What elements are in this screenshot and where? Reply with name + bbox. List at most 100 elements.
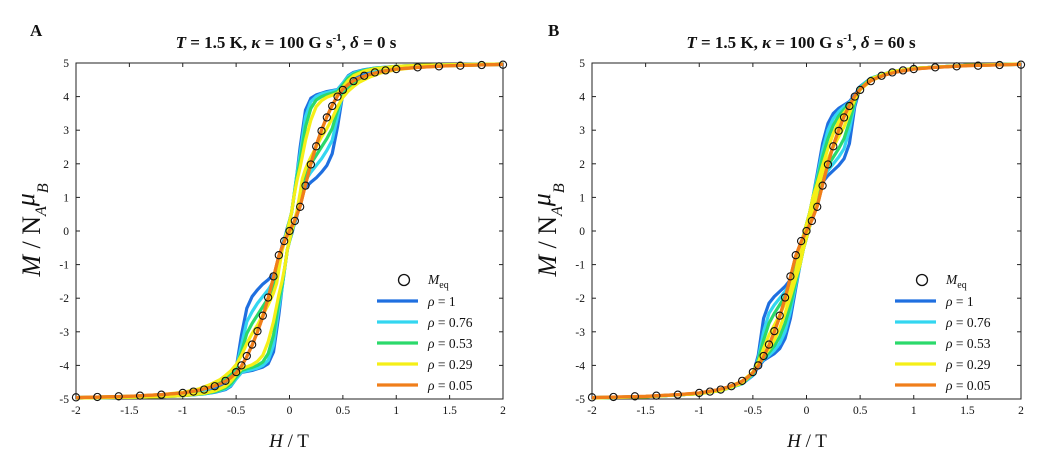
meq-markers bbox=[587, 60, 1026, 402]
meq-point bbox=[338, 85, 348, 95]
meq-point bbox=[855, 85, 865, 95]
x-axis-label: H / T bbox=[268, 431, 309, 452]
meq-point bbox=[157, 390, 166, 399]
meq-point bbox=[673, 390, 682, 399]
meq-point bbox=[909, 64, 918, 74]
meq-point bbox=[301, 181, 310, 190]
meq-point bbox=[381, 66, 390, 75]
meq-point bbox=[178, 388, 187, 398]
y-tick-label: -4 bbox=[575, 360, 585, 372]
x-tick-label: 1 bbox=[911, 405, 917, 417]
meq-point bbox=[716, 385, 725, 394]
meq-point bbox=[877, 71, 886, 80]
panel-title: T = 1.5 K, κ = 100 G s-1, δ = 0 s bbox=[176, 32, 397, 52]
y-tick-label: 2 bbox=[63, 159, 69, 171]
series-0-29-up-sweep bbox=[76, 62, 503, 400]
x-tick-label: 0.5 bbox=[853, 405, 868, 417]
meq-point bbox=[210, 382, 219, 391]
meq-point bbox=[866, 76, 875, 86]
meq-point bbox=[695, 388, 704, 398]
x-tick-label: -2 bbox=[71, 405, 81, 417]
legend: Meq ρ = 1 ρ = 0.76 ρ = 0.53 ρ = 0.29 ρ =… bbox=[895, 272, 991, 393]
x-tick-label: 2 bbox=[500, 405, 506, 417]
legend-meq-marker bbox=[397, 273, 411, 287]
meq-point bbox=[263, 293, 273, 302]
meq-point bbox=[775, 311, 784, 320]
x-tick-label: -2 bbox=[587, 405, 597, 417]
meq-point bbox=[413, 63, 422, 72]
meq-point bbox=[888, 68, 897, 77]
legend: Meq ρ = 1 ρ = 0.76 ρ = 0.53 ρ = 0.29 ρ =… bbox=[377, 272, 473, 393]
legend-label-rho-1: ρ = 1 bbox=[945, 294, 974, 309]
meq-point bbox=[727, 382, 736, 391]
meq-point bbox=[199, 385, 209, 394]
meq-point bbox=[796, 236, 806, 246]
x-tick-label: -1 bbox=[178, 405, 188, 417]
x-tick-label: -1.5 bbox=[120, 405, 138, 417]
meq-point bbox=[269, 272, 278, 281]
meq-point bbox=[850, 92, 859, 101]
meq-point bbox=[813, 202, 822, 211]
meq-point bbox=[652, 391, 661, 400]
legend-label-rho-029: ρ = 0.29 bbox=[427, 357, 473, 372]
meq-point bbox=[114, 392, 123, 401]
meq-point bbox=[802, 226, 811, 236]
y-tick-label: -2 bbox=[59, 293, 69, 305]
y-tick-label: -2 bbox=[575, 293, 585, 305]
y-tick-label: -3 bbox=[575, 327, 585, 339]
series-0-05-down-sweep bbox=[592, 62, 1021, 400]
legend-label-rho-053: ρ = 0.53 bbox=[427, 336, 473, 351]
meq-point bbox=[1016, 60, 1026, 69]
meq-point bbox=[587, 393, 597, 402]
legend-meq-label: Meq bbox=[427, 272, 449, 291]
legend-meq-label: Meq bbox=[945, 272, 967, 291]
meq-point bbox=[791, 251, 800, 260]
panel-a: A T = 1.5 K, κ = 100 G s-1, δ = 0 s M / … bbox=[11, 21, 508, 452]
legend-label-rho-029: ρ = 0.29 bbox=[945, 357, 991, 372]
y-tick-label: 2 bbox=[579, 159, 585, 171]
y-tick-label: -5 bbox=[59, 394, 69, 406]
series-0-29-down-sweep bbox=[76, 62, 503, 400]
meq-point bbox=[898, 66, 908, 75]
meq-point bbox=[829, 142, 838, 151]
y-tick-label: 0 bbox=[579, 226, 585, 238]
meq-point bbox=[392, 64, 401, 74]
meq-point bbox=[370, 68, 380, 77]
legend-label-rho-005: ρ = 0.05 bbox=[945, 378, 991, 393]
meq-point bbox=[290, 216, 299, 226]
x-axis-label: H / T bbox=[786, 431, 827, 452]
meq-point bbox=[296, 202, 305, 211]
meq-point bbox=[705, 387, 715, 396]
meq-point bbox=[360, 71, 369, 80]
legend-label-rho-1: ρ = 1 bbox=[427, 294, 456, 309]
meq-point bbox=[333, 92, 342, 101]
y-tick-label: -1 bbox=[59, 260, 69, 272]
meq-point bbox=[770, 326, 779, 336]
meq-point bbox=[952, 62, 961, 71]
x-tick-label: 0.5 bbox=[336, 405, 351, 417]
meq-point bbox=[759, 351, 768, 361]
meq-point bbox=[973, 61, 983, 70]
x-tick-label: 2 bbox=[1018, 405, 1024, 417]
panel-letter: A bbox=[30, 21, 43, 40]
x-tick-label: -1 bbox=[694, 405, 704, 417]
meq-point bbox=[71, 393, 81, 402]
panel-b: B T = 1.5 K, κ = 100 G s-1, δ = 60 s M /… bbox=[527, 21, 1026, 452]
y-tick-label: -3 bbox=[59, 327, 69, 339]
x-tick-label: 1.5 bbox=[960, 405, 975, 417]
x-tick-label: 1 bbox=[393, 405, 399, 417]
meq-point bbox=[630, 392, 640, 401]
meq-point bbox=[253, 326, 262, 336]
y-tick-label: 0 bbox=[63, 226, 69, 238]
y-tick-label: 3 bbox=[63, 125, 69, 137]
legend-label-rho-053: ρ = 0.53 bbox=[945, 336, 991, 351]
x-tick-label: -0.5 bbox=[744, 405, 762, 417]
meq-point bbox=[317, 126, 326, 136]
y-tick-label: 1 bbox=[63, 192, 69, 204]
meq-point bbox=[764, 340, 774, 349]
y-tick-label: 3 bbox=[579, 125, 585, 137]
y-tick-label: -4 bbox=[59, 360, 69, 372]
legend-meq-marker bbox=[915, 273, 929, 287]
